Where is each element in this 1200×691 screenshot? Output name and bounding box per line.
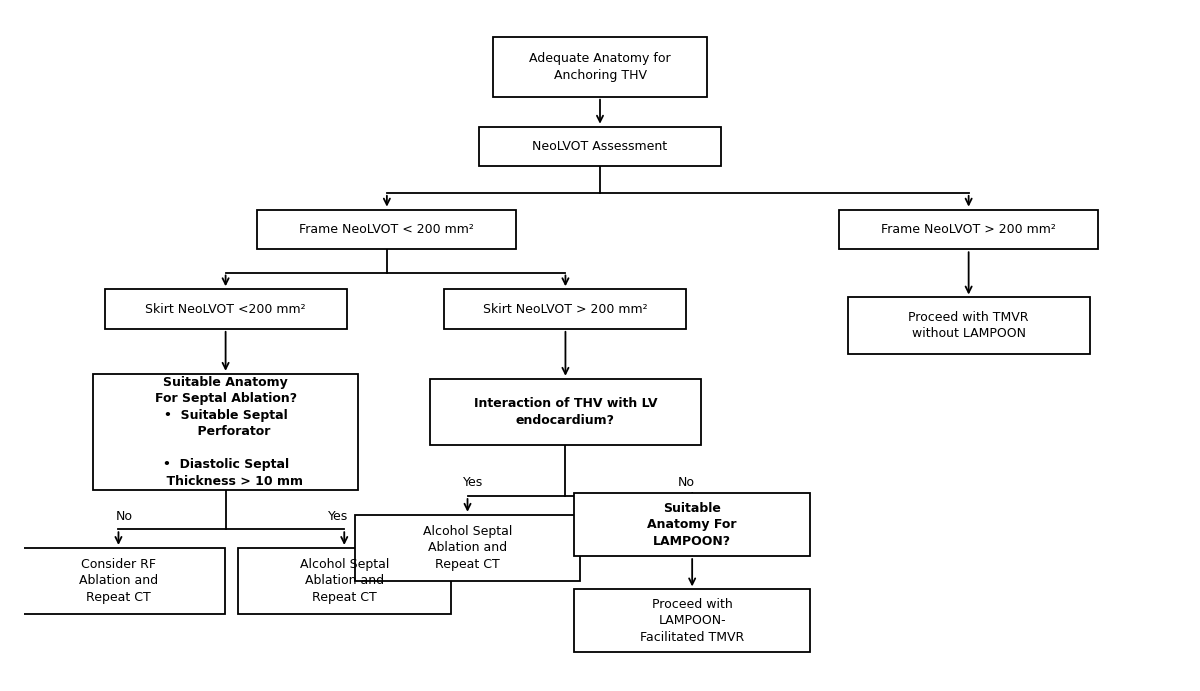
FancyBboxPatch shape — [430, 379, 701, 445]
FancyBboxPatch shape — [355, 515, 580, 581]
Text: No: No — [115, 510, 133, 522]
Text: Suitable Anatomy
For Septal Ablation?
•  Suitable Septal
    Perforator

•  Dias: Suitable Anatomy For Septal Ablation? • … — [149, 376, 302, 488]
FancyBboxPatch shape — [479, 126, 721, 167]
FancyBboxPatch shape — [94, 374, 358, 490]
Text: Frame NeoLVOT > 200 mm²: Frame NeoLVOT > 200 mm² — [881, 223, 1056, 236]
FancyBboxPatch shape — [104, 289, 347, 329]
Text: Skirt NeoLVOT <200 mm²: Skirt NeoLVOT <200 mm² — [145, 303, 306, 316]
Text: Adequate Anatomy for
Anchoring THV: Adequate Anatomy for Anchoring THV — [529, 52, 671, 82]
FancyBboxPatch shape — [238, 548, 451, 614]
FancyBboxPatch shape — [257, 209, 516, 249]
Text: Yes: Yes — [329, 510, 349, 522]
Text: Alcohol Septal
Ablation and
Repeat CT: Alcohol Septal Ablation and Repeat CT — [422, 525, 512, 571]
Text: Interaction of THV with LV
endocardium?: Interaction of THV with LV endocardium? — [474, 397, 658, 426]
Text: Proceed with
LAMPOON-
Facilitated TMVR: Proceed with LAMPOON- Facilitated TMVR — [640, 598, 744, 644]
Text: No: No — [678, 477, 695, 489]
Text: Alcohol Septal
Ablation and
Repeat CT: Alcohol Septal Ablation and Repeat CT — [300, 558, 389, 604]
FancyBboxPatch shape — [574, 589, 810, 652]
Text: Suitable
Anatomy For
LAMPOON?: Suitable Anatomy For LAMPOON? — [648, 502, 737, 547]
FancyBboxPatch shape — [574, 493, 810, 556]
FancyBboxPatch shape — [493, 37, 707, 97]
Text: Consider RF
Ablation and
Repeat CT: Consider RF Ablation and Repeat CT — [79, 558, 158, 604]
FancyBboxPatch shape — [839, 209, 1098, 249]
Text: NeoLVOT Assessment: NeoLVOT Assessment — [533, 140, 667, 153]
Text: Yes: Yes — [463, 477, 484, 489]
FancyBboxPatch shape — [444, 289, 686, 329]
Text: Skirt NeoLVOT > 200 mm²: Skirt NeoLVOT > 200 mm² — [484, 303, 648, 316]
FancyBboxPatch shape — [12, 548, 226, 614]
FancyBboxPatch shape — [847, 297, 1090, 354]
Text: Frame NeoLVOT < 200 mm²: Frame NeoLVOT < 200 mm² — [300, 223, 474, 236]
Text: Proceed with TMVR
without LAMPOON: Proceed with TMVR without LAMPOON — [908, 311, 1028, 341]
